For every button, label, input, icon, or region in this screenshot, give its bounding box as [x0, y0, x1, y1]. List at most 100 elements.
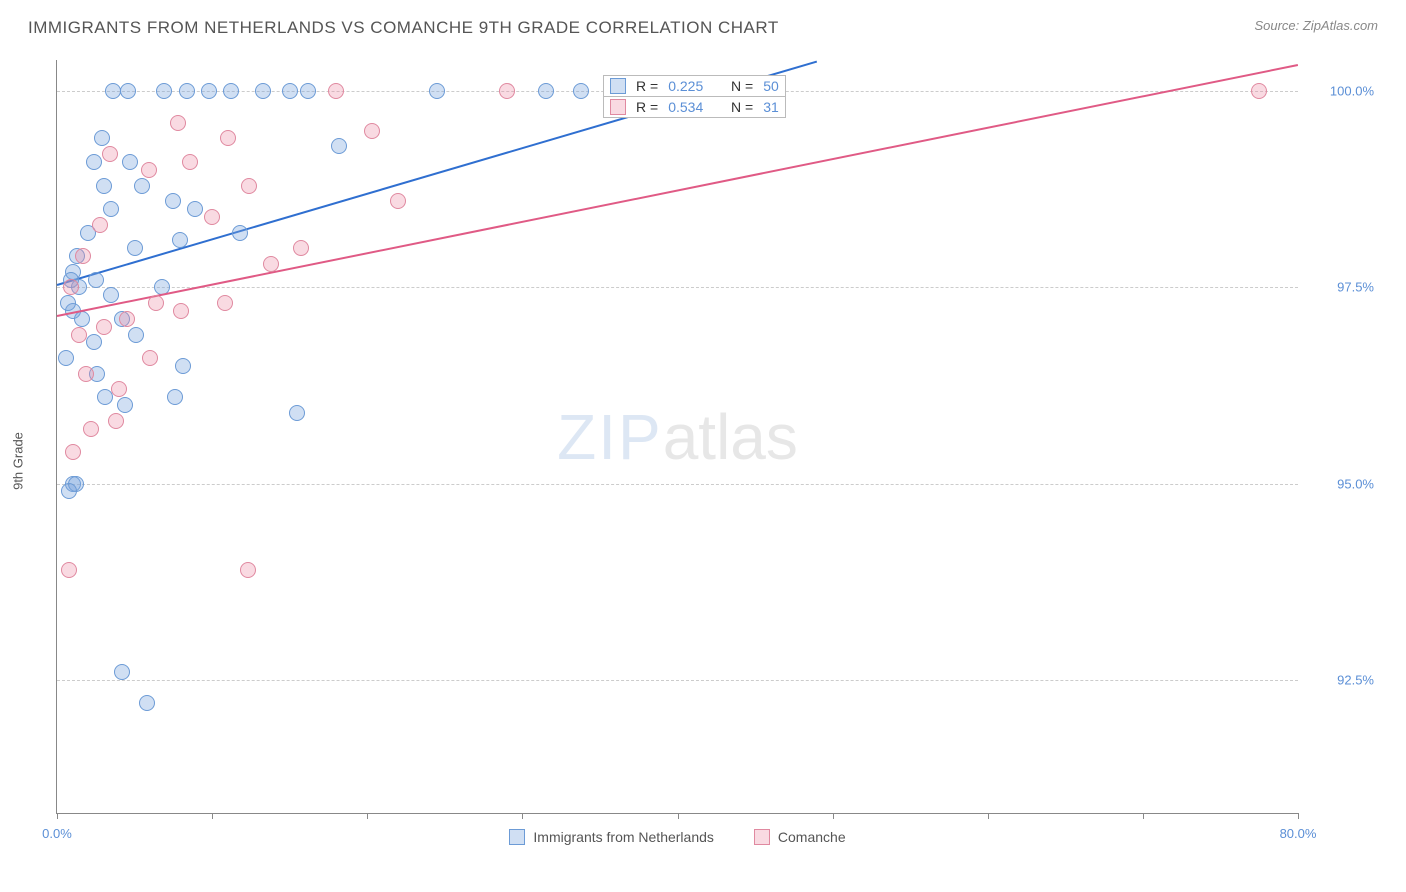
x-tick — [678, 813, 679, 819]
data-point — [220, 130, 236, 146]
data-point — [94, 130, 110, 146]
x-tick — [212, 813, 213, 819]
data-point — [538, 83, 554, 99]
data-point — [255, 83, 271, 99]
data-point — [75, 248, 91, 264]
data-point — [241, 178, 257, 194]
data-point — [390, 193, 406, 209]
data-point — [142, 350, 158, 366]
gridline-h — [57, 287, 1298, 288]
data-point — [289, 405, 305, 421]
data-point — [120, 83, 136, 99]
data-point — [167, 389, 183, 405]
data-point — [328, 83, 344, 99]
chart-title: IMMIGRANTS FROM NETHERLANDS VS COMANCHE … — [28, 18, 779, 38]
data-point — [201, 83, 217, 99]
legend-label: Immigrants from Netherlands — [533, 829, 714, 845]
data-point — [86, 334, 102, 350]
x-tick — [1143, 813, 1144, 819]
y-tick-label: 100.0% — [1304, 84, 1374, 99]
legend-swatch — [754, 829, 770, 845]
data-point — [170, 115, 186, 131]
gridline-h — [57, 484, 1298, 485]
data-point — [148, 295, 164, 311]
x-tick — [833, 813, 834, 819]
data-point — [60, 295, 76, 311]
data-point — [179, 83, 195, 99]
stat-r-label: R = — [636, 99, 658, 115]
data-point — [114, 664, 130, 680]
watermark-atlas: atlas — [663, 401, 798, 473]
data-point — [141, 162, 157, 178]
y-tick-label: 92.5% — [1304, 672, 1374, 687]
data-point — [96, 178, 112, 194]
data-point — [156, 83, 172, 99]
data-point — [223, 83, 239, 99]
data-point — [172, 232, 188, 248]
data-point — [83, 421, 99, 437]
data-point — [86, 154, 102, 170]
data-point — [499, 83, 515, 99]
data-point — [71, 327, 87, 343]
data-point — [173, 303, 189, 319]
data-point — [182, 154, 198, 170]
data-point — [78, 366, 94, 382]
watermark: ZIPatlas — [557, 400, 798, 474]
legend: Immigrants from Netherlands Comanche — [57, 829, 1298, 845]
data-point — [65, 444, 81, 460]
data-point — [88, 272, 104, 288]
data-point — [61, 483, 77, 499]
series-swatch — [610, 78, 626, 94]
data-point — [119, 311, 135, 327]
data-point — [117, 397, 133, 413]
data-point — [263, 256, 279, 272]
legend-item: Immigrants from Netherlands — [509, 829, 714, 845]
stats-row: R = 0.225 N = 50 — [603, 75, 786, 97]
stat-n-label: N = — [731, 78, 753, 94]
data-point — [217, 295, 233, 311]
data-point — [139, 695, 155, 711]
stat-r-value: 0.534 — [668, 99, 703, 115]
stat-n-value: 31 — [763, 99, 779, 115]
stat-n-value: 50 — [763, 78, 779, 94]
data-point — [429, 83, 445, 99]
data-point — [58, 350, 74, 366]
legend-label: Comanche — [778, 829, 846, 845]
data-point — [128, 327, 144, 343]
data-point — [240, 562, 256, 578]
data-point — [1251, 83, 1267, 99]
data-point — [92, 217, 108, 233]
data-point — [573, 83, 589, 99]
stat-r-label: R = — [636, 78, 658, 94]
data-point — [293, 240, 309, 256]
x-tick — [522, 813, 523, 819]
legend-item: Comanche — [754, 829, 846, 845]
stat-r-value: 0.225 — [668, 78, 703, 94]
x-tick — [988, 813, 989, 819]
y-tick-label: 97.5% — [1304, 280, 1374, 295]
y-axis-label: 9th Grade — [11, 432, 26, 490]
data-point — [74, 311, 90, 327]
data-point — [187, 201, 203, 217]
data-point — [364, 123, 380, 139]
watermark-zip: ZIP — [557, 401, 663, 473]
data-point — [331, 138, 347, 154]
data-point — [96, 319, 112, 335]
data-point — [111, 381, 127, 397]
x-tick — [367, 813, 368, 819]
x-tick — [57, 813, 58, 819]
data-point — [134, 178, 150, 194]
data-point — [63, 279, 79, 295]
stats-box: R = 0.225 N = 50 R = 0.534 N = 31 — [603, 75, 786, 117]
data-point — [232, 225, 248, 241]
legend-swatch — [509, 829, 525, 845]
chart-container: 9th Grade ZIPatlas 92.5%95.0%97.5%100.0%… — [28, 50, 1378, 872]
stat-n-label: N = — [731, 99, 753, 115]
data-point — [103, 201, 119, 217]
data-point — [103, 287, 119, 303]
plot-area: ZIPatlas 92.5%95.0%97.5%100.0%0.0%80.0%R… — [56, 60, 1298, 814]
stats-row: R = 0.534 N = 31 — [603, 96, 786, 118]
x-tick — [1298, 813, 1299, 819]
data-point — [127, 240, 143, 256]
data-point — [122, 154, 138, 170]
